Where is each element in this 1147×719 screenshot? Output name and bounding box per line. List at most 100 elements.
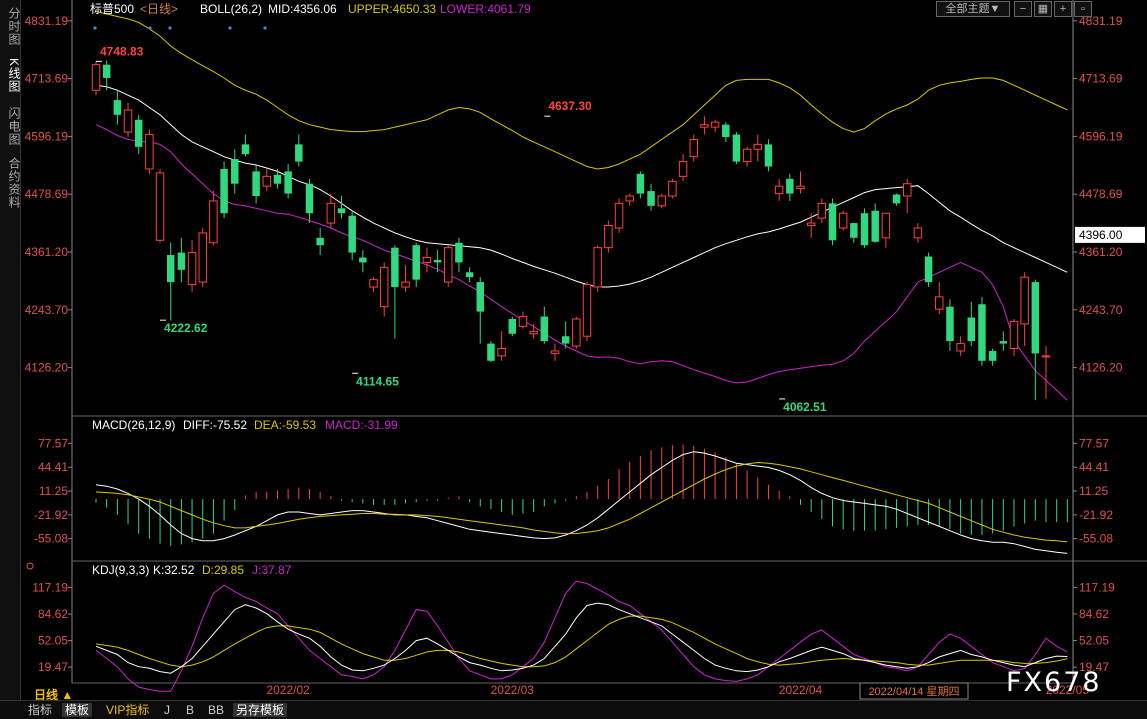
candle-body-down bbox=[316, 237, 324, 246]
candle-body-up bbox=[422, 257, 432, 263]
main-y-tick-label-right: 4831.19 bbox=[1079, 14, 1123, 28]
candle-body-up bbox=[518, 316, 528, 327]
macd-y-tick-label-left: 11.25 bbox=[39, 484, 68, 498]
sidebar: 分时图 K线图 闪电图 合约资料 bbox=[0, 0, 21, 700]
candle-body-up bbox=[838, 212, 848, 229]
kdj-j-line bbox=[95, 580, 1068, 692]
kdj-d-line bbox=[95, 615, 1068, 668]
cursor-date-label: 2022/04/14 星期四 bbox=[868, 685, 959, 698]
kdj-y-tick-label-right: 52.05 bbox=[1079, 634, 1109, 648]
tab-bb[interactable]: BB bbox=[208, 703, 225, 717]
instrument-title: 标普500 bbox=[90, 2, 134, 16]
low-price-label: 4062.51 bbox=[783, 400, 827, 414]
candle-body-down bbox=[166, 255, 175, 283]
candle-body-up bbox=[753, 143, 763, 150]
x-axis-label: 2022/04 bbox=[779, 683, 823, 697]
plus-icon[interactable]: + bbox=[1054, 1, 1072, 17]
macd-diff-line bbox=[95, 451, 1068, 554]
candle-body-down bbox=[946, 306, 954, 342]
candle-body-down bbox=[252, 171, 260, 197]
candle-body-up bbox=[689, 138, 698, 158]
period-tag: <日线> bbox=[140, 2, 178, 16]
candle-body-up bbox=[572, 318, 581, 347]
last-price-label: 4396.00 bbox=[1079, 228, 1123, 242]
candle-body-up bbox=[262, 175, 272, 187]
candle-body-down bbox=[241, 144, 250, 155]
candle-body-up bbox=[668, 180, 677, 197]
candle-body-up bbox=[774, 185, 784, 195]
sidebar-tab-flash[interactable]: 闪电图 bbox=[7, 106, 21, 146]
candle-body-down bbox=[978, 304, 986, 361]
kdj-indicator-name: KDJ(9,3,3) bbox=[92, 563, 149, 577]
candle-body-down bbox=[348, 215, 356, 253]
candle-body-up bbox=[657, 195, 666, 207]
kdj-settings-icon bbox=[26, 562, 34, 570]
candle-body-down bbox=[647, 191, 655, 206]
macd-y-tick-label-right: -55.08 bbox=[1079, 532, 1113, 546]
kdj-y-tick-label-left: 84.62 bbox=[38, 607, 68, 621]
candle-body-down bbox=[476, 282, 485, 312]
sidebar-tab-kline[interactable]: K线图 bbox=[7, 58, 21, 94]
macd-indicator-name: MACD(26,12,9) bbox=[92, 418, 175, 432]
minus-icon[interactable]: − bbox=[1014, 1, 1032, 17]
main-y-tick-label-left: 4243.70 bbox=[25, 303, 69, 317]
tab-vip-indicators[interactable]: VIP指标 bbox=[106, 703, 150, 717]
candle-body-up bbox=[935, 296, 944, 310]
candle-body-down bbox=[636, 173, 645, 194]
tab-indicators[interactable]: 指标 bbox=[28, 703, 53, 717]
x-axis-label: 2022/05 bbox=[1046, 683, 1090, 697]
tab-j[interactable]: J bbox=[164, 703, 170, 717]
candle-body-up bbox=[604, 225, 613, 249]
kline-chart[interactable]: 4748.83 4222.62 4114.65 4637.30 4062.51 4831… bbox=[20, 0, 1147, 700]
candle-body-up bbox=[123, 109, 133, 133]
candle-body-down bbox=[540, 316, 549, 342]
high-price-label: 4748.83 bbox=[100, 44, 144, 58]
candle-body-down bbox=[134, 119, 143, 147]
kdj-y-tick-label-left: 117.19 bbox=[32, 580, 68, 594]
candle-body-down bbox=[850, 223, 858, 238]
macd-diff-value: DIFF:-75.52 bbox=[183, 418, 247, 432]
candle-body-up bbox=[903, 183, 912, 197]
bottom-toolbar: 指标 模板 VIP指标 J B BB 另存模板 bbox=[0, 700, 1147, 719]
x-axis-label: 2022/02 bbox=[266, 683, 310, 697]
candle-body-up bbox=[1020, 276, 1029, 325]
tab-templates[interactable]: 模板 bbox=[62, 703, 93, 717]
candle-body-up bbox=[187, 252, 197, 286]
candle-body-up bbox=[155, 172, 165, 241]
kdj-y-tick-label-left: 52.05 bbox=[38, 634, 68, 648]
boll-upper-value: UPPER:4650.33 bbox=[348, 2, 436, 16]
candle-body-up bbox=[582, 284, 592, 337]
candle-body-up bbox=[817, 202, 827, 219]
candle-body-down bbox=[177, 252, 186, 270]
main-y-tick-label-right: 4713.69 bbox=[1079, 72, 1123, 86]
theme-dropdown[interactable]: 全部主题▼ bbox=[936, 1, 1010, 17]
candle-body-down bbox=[892, 194, 901, 204]
grid-layout-icon[interactable]: ▦ bbox=[1034, 1, 1052, 17]
boll-mid-line bbox=[95, 84, 1068, 288]
candle-body-up bbox=[91, 64, 101, 91]
candle-body-up bbox=[913, 227, 923, 239]
high-price-label: 4637.30 bbox=[548, 99, 592, 113]
main-y-tick-label-left: 4713.69 bbox=[25, 72, 69, 86]
macd-y-tick-label-right: 11.25 bbox=[1079, 484, 1108, 498]
macd-y-tick-label-left: -21.92 bbox=[34, 508, 68, 522]
kdj-k-value: K:32.52 bbox=[153, 563, 195, 577]
kdj-j-value: J:37.87 bbox=[252, 563, 292, 577]
event-marker-dot bbox=[93, 26, 97, 30]
sidebar-tab-contract-info[interactable]: 合约资料 bbox=[7, 157, 21, 209]
candle-body-up bbox=[379, 266, 389, 308]
candle-body-down bbox=[732, 134, 741, 162]
candle-body-down bbox=[433, 259, 442, 263]
x-axis-label: 2022/03 bbox=[491, 683, 535, 697]
candle-body-down bbox=[967, 317, 976, 342]
tab-save-template[interactable]: 另存模板 bbox=[233, 703, 288, 717]
main-y-tick-label-right: 4478.69 bbox=[1079, 187, 1123, 201]
sidebar-tab-timeshare[interactable]: 分时图 bbox=[7, 6, 21, 46]
cursor-date-box bbox=[859, 682, 969, 700]
macd-value: MACD:-31.99 bbox=[325, 418, 398, 432]
period-selector[interactable]: 日线 ▲ bbox=[34, 688, 74, 702]
event-marker-dot bbox=[168, 26, 172, 30]
kdj-y-tick-label-right: 19.47 bbox=[1079, 660, 1109, 674]
tab-b[interactable]: B bbox=[186, 703, 195, 717]
maximize-icon[interactable]: ▫ bbox=[1074, 1, 1092, 17]
